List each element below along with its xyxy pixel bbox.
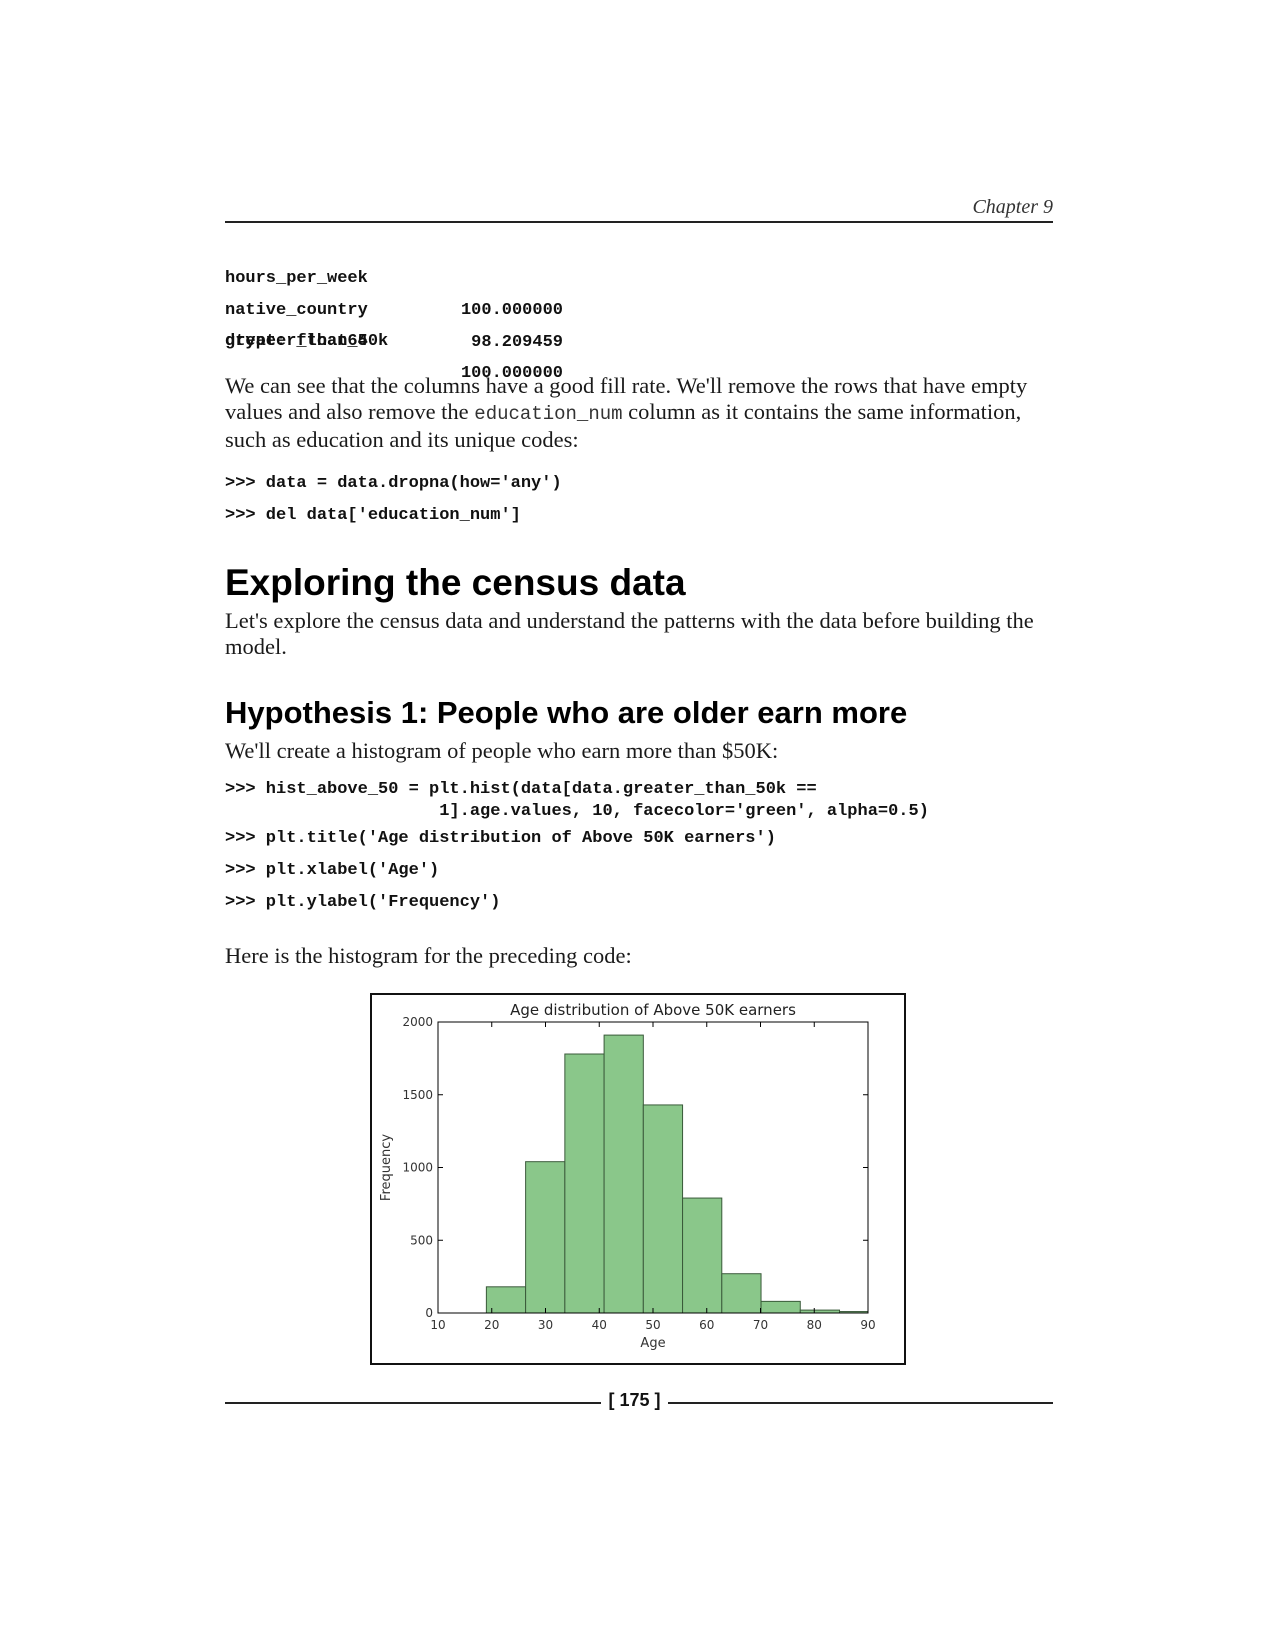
x-tick-label: 70	[753, 1318, 768, 1332]
x-tick-label: 60	[699, 1318, 714, 1332]
output-key: hours_per_week	[225, 269, 368, 288]
inline-code: education_num	[474, 403, 623, 425]
paragraph-fill-rate: We can see that the columns have a good …	[225, 373, 1055, 453]
code-line: >>> plt.ylabel('Frequency')	[225, 893, 501, 912]
output-value: 100.000000	[460, 364, 563, 383]
code-line: >>> hist_above_50 = plt.hist(data[data.g…	[225, 780, 817, 799]
histogram-bar	[682, 1197, 723, 1314]
y-tick-label: 1000	[402, 1161, 433, 1175]
output-value: 98.209459	[471, 333, 563, 352]
output-value: 100.000000	[460, 301, 563, 320]
histogram-bar	[564, 1053, 605, 1314]
subsection-title: Hypothesis 1: People who are older earn …	[225, 695, 908, 730]
page-number: [ 175 ]	[608, 1390, 661, 1410]
y-tick-label: 500	[410, 1233, 433, 1247]
paragraph-histogram-intro: We'll create a histogram of people who e…	[225, 738, 779, 763]
output-row: greater_than_50k 100.000000	[225, 294, 563, 383]
footer-rule	[668, 1402, 1053, 1404]
output-dtype: dtype: float64	[225, 332, 368, 351]
x-tick-label: 50	[645, 1318, 660, 1332]
footer-rule	[225, 1402, 601, 1404]
y-tick-label: 1500	[402, 1088, 433, 1102]
code-block-histogram: >>> hist_above_50 = plt.hist(data[data.g…	[225, 779, 929, 919]
chapter-header: Chapter 9	[972, 196, 1053, 218]
x-tick-label: 90	[860, 1318, 875, 1332]
y-tick-label: 2000	[402, 1015, 433, 1029]
histogram-bar	[525, 1161, 566, 1314]
paragraph-histogram-caption: Here is the histogram for the preceding …	[225, 943, 632, 968]
code-line: >>> plt.title('Age distribution of Above…	[225, 829, 776, 848]
code-line: >>> plt.xlabel('Age')	[225, 861, 440, 880]
y-tick-label: 0	[425, 1306, 433, 1320]
code-line: >>> del data['education_num']	[225, 506, 521, 525]
x-tick-label: 30	[538, 1318, 553, 1332]
histogram-chart: 10 20 30 40 50 60 70 80 90 0 500 1000 1500 2000 Age di…	[379, 1001, 876, 1351]
code-block-dropna: >>> data = data.dropna(how='any') >>> de…	[225, 468, 562, 532]
output-row: hours_per_week 100.000000	[225, 231, 563, 320]
histogram-bar	[642, 1104, 684, 1314]
output-row: native_country 98.209459	[225, 263, 563, 352]
code-line: 1].age.values, 10, facecolor='green', al…	[225, 802, 929, 821]
x-tick-label: 80	[807, 1318, 822, 1332]
paragraph-explore: Let's explore the census data and unders…	[225, 608, 1034, 659]
header-rule	[225, 221, 1053, 223]
histogram-bar	[760, 1300, 801, 1314]
histogram-bar	[721, 1273, 762, 1314]
x-tick-label: 20	[484, 1318, 499, 1332]
paragraph-text: We can see that the columns have a good …	[225, 373, 1028, 424]
code-line: >>> data = data.dropna(how='any')	[225, 474, 562, 493]
y-axis-label: Frequency	[379, 1134, 394, 1201]
section-title: Exploring the census data	[225, 562, 686, 603]
chart-title: Age distribution of Above 50K earners	[510, 1001, 796, 1019]
output-key: native_country	[225, 301, 368, 320]
x-tick-label: 40	[592, 1318, 607, 1332]
paragraph-text: column as it contains the same informati…	[225, 399, 1022, 452]
histogram-bar	[603, 1034, 644, 1314]
x-tick-label: 10	[430, 1318, 445, 1332]
output-key: greater_than_50k	[225, 332, 389, 351]
x-axis-label: Age	[640, 1336, 665, 1351]
histogram-figure: 10 20 30 40 50 60 70 80 90 0 500 1000 1500 2000 Age di…	[370, 993, 906, 1365]
histogram-bar	[485, 1286, 527, 1314]
